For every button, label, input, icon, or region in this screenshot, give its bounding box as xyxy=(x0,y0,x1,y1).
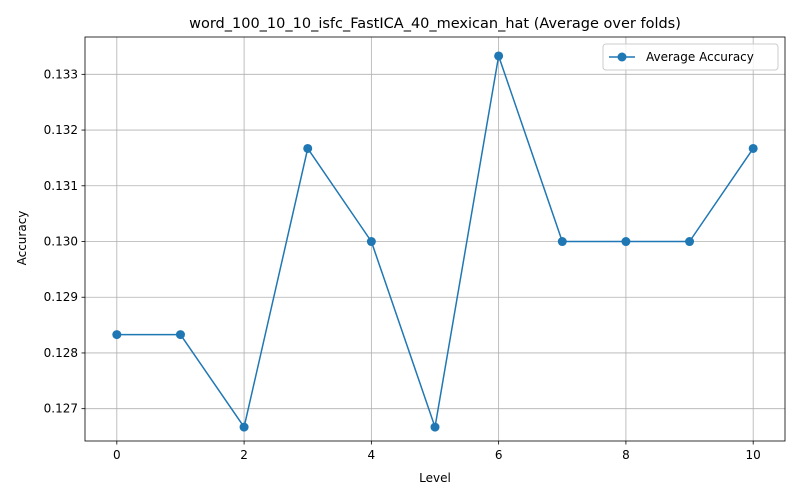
y-tick-label: 0.131 xyxy=(44,179,78,193)
data-point xyxy=(621,237,631,247)
y-tick-label: 0.130 xyxy=(44,235,78,249)
legend-label: Average Accuracy xyxy=(646,50,754,64)
x-tick-label: 8 xyxy=(622,448,630,462)
x-tick-label: 0 xyxy=(113,448,121,462)
y-tick-label: 0.127 xyxy=(44,402,78,416)
data-point xyxy=(303,143,313,153)
x-tick-label: 4 xyxy=(368,448,376,462)
legend: Average Accuracy xyxy=(602,43,779,71)
y-tick-label: 0.133 xyxy=(44,67,78,81)
legend-marker-swatch xyxy=(617,52,627,62)
data-point xyxy=(430,422,440,432)
data-point xyxy=(239,422,249,432)
x-axis-label: Level xyxy=(419,471,451,485)
y-tick-label: 0.129 xyxy=(44,290,78,304)
y-tick-label: 0.128 xyxy=(44,346,78,360)
data-point xyxy=(557,237,567,247)
data-point xyxy=(748,143,758,153)
x-tick-label: 6 xyxy=(495,448,503,462)
data-point xyxy=(685,237,695,247)
y-axis-ticks: 0.127 0.128 0.129 0.130 0.131 0.132 0.133 xyxy=(44,67,85,416)
legend-box xyxy=(602,43,779,71)
data-series xyxy=(112,51,758,432)
data-point xyxy=(366,237,376,247)
x-tick-label: 2 xyxy=(240,448,248,462)
x-axis-ticks: 0 2 4 6 8 10 xyxy=(113,441,761,462)
data-point xyxy=(112,330,122,340)
data-point xyxy=(494,51,504,61)
y-axis-label: Accuracy xyxy=(15,211,29,266)
y-tick-label: 0.132 xyxy=(44,123,78,137)
x-tick-label: 10 xyxy=(746,448,761,462)
chart-title: word_100_10_10_isfc_FastICA_40_mexican_h… xyxy=(189,16,681,32)
plot-area-frame xyxy=(84,36,786,442)
data-point xyxy=(175,330,185,340)
